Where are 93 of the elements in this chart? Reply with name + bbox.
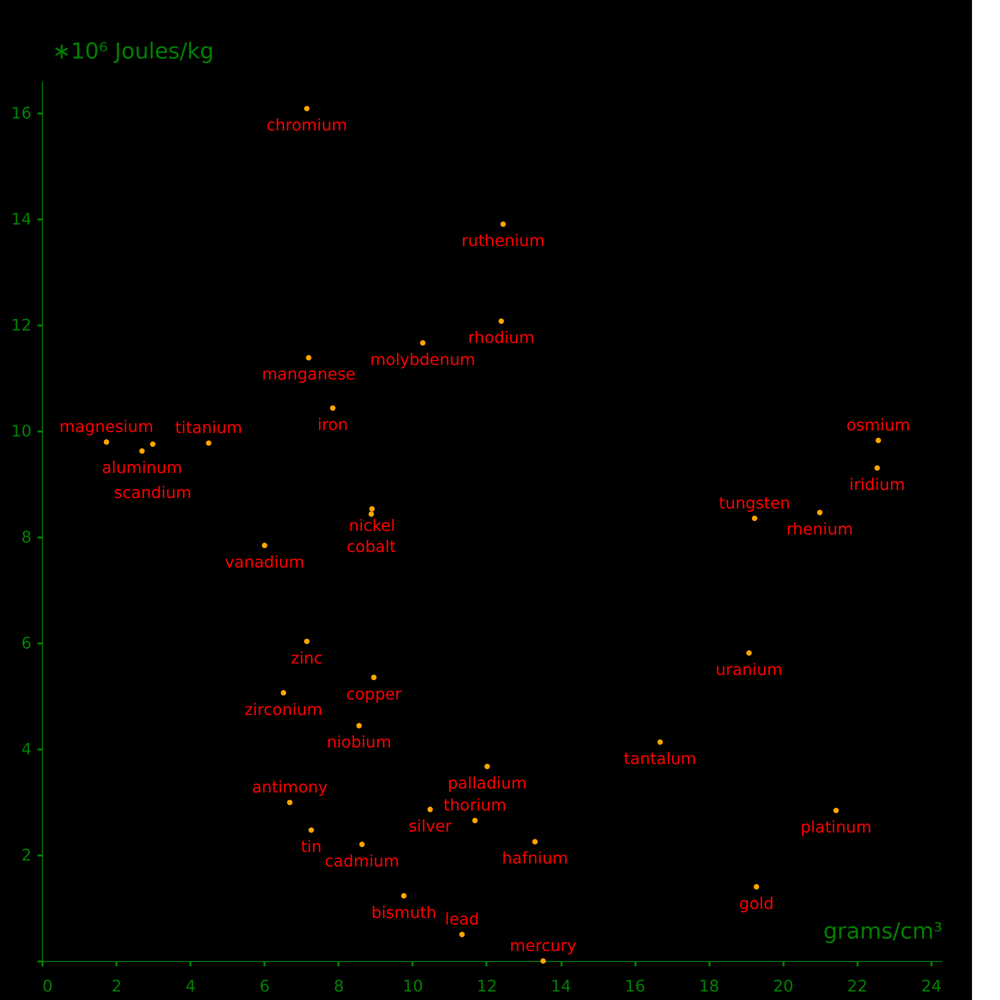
annotation: vanadium <box>224 552 304 572</box>
x-tick-label: 18 <box>698 976 720 996</box>
annotation: molybdenum <box>370 350 476 369</box>
point <box>459 932 465 938</box>
point <box>532 838 538 844</box>
annotation: manganese <box>262 364 356 384</box>
point <box>330 405 336 411</box>
point <box>657 739 663 745</box>
x-tick-label: 6 <box>260 976 270 996</box>
point <box>262 542 268 548</box>
y-tick-label: 14 <box>11 209 32 228</box>
point <box>150 441 156 447</box>
annotation: rhodium <box>468 328 535 348</box>
annotation: niobium <box>326 732 392 752</box>
point <box>139 448 145 454</box>
point <box>280 690 286 696</box>
x-tick-label: 0 <box>42 976 53 996</box>
y-tick-label: 2 <box>21 845 32 864</box>
annotation: scandium <box>114 483 192 502</box>
annotation: thorium <box>443 796 506 815</box>
point <box>498 318 504 324</box>
annotation: magnesium <box>59 417 154 436</box>
x-tick-label: 12 <box>476 976 498 996</box>
annotation: bismuth <box>371 902 436 922</box>
annotation: tantalum <box>624 749 696 768</box>
point <box>304 638 310 644</box>
annotation: tin <box>300 837 322 856</box>
y-axis-title: ∗10⁶ Joules/kg <box>52 40 214 64</box>
point <box>304 106 310 112</box>
point <box>746 650 752 656</box>
x-axis-title: grams/cm³ <box>823 920 942 944</box>
annotation: osmium <box>846 415 910 434</box>
annotation: chromium <box>266 116 348 135</box>
x-tick-label: 24 <box>921 976 942 996</box>
point <box>833 808 839 814</box>
point <box>472 818 478 824</box>
annotation: mercury <box>510 936 576 955</box>
point <box>308 827 314 833</box>
point <box>368 511 374 517</box>
annotation: cobalt <box>346 537 396 556</box>
x-tick-label: 8 <box>334 976 344 996</box>
y-tick-label: 12 <box>11 315 32 334</box>
annotation: palladium <box>448 773 527 792</box>
y-tick-label: 10 <box>11 421 32 440</box>
point <box>287 800 293 806</box>
y-tick-label: 6 <box>21 633 32 652</box>
point <box>427 806 433 812</box>
point <box>817 510 823 516</box>
point <box>206 440 212 446</box>
point <box>876 438 882 444</box>
annotation: hafnium <box>502 848 568 868</box>
annotation: titanium <box>175 418 242 438</box>
annotation: gold <box>739 894 774 913</box>
x-tick-label: 22 <box>847 976 868 996</box>
annotation: platinum <box>800 817 872 836</box>
point <box>754 884 760 890</box>
annotation: antimony <box>252 777 328 796</box>
point <box>500 221 506 227</box>
annotation: copper <box>346 684 402 704</box>
annotation: nickel <box>348 516 396 535</box>
annotation: iridium <box>849 474 906 494</box>
x-tick-label: 20 <box>773 976 794 996</box>
point <box>356 722 362 728</box>
annotation: uranium <box>716 660 782 679</box>
point <box>306 354 312 360</box>
point <box>359 842 365 848</box>
y-tick-label: 16 <box>11 103 32 122</box>
x-tick-label: 4 <box>186 976 196 996</box>
point <box>401 893 407 899</box>
annotation: zirconium <box>244 700 322 719</box>
y-tick-label: 8 <box>21 527 32 546</box>
point <box>371 674 377 680</box>
annotation: ruthenium <box>461 231 545 250</box>
annotation: iron <box>317 415 348 434</box>
x-tick-label: 16 <box>624 976 646 996</box>
point <box>540 958 546 964</box>
point <box>104 439 110 445</box>
annotation: aluminum <box>102 458 182 478</box>
point <box>369 506 375 512</box>
point <box>420 340 426 346</box>
annotation: rhenium <box>786 520 854 539</box>
point <box>484 764 490 770</box>
annotation: lead <box>444 909 480 928</box>
annotation: silver <box>408 816 452 836</box>
point <box>752 516 758 522</box>
x-tick-label: 14 <box>550 976 572 996</box>
annotation: tungsten <box>718 493 790 512</box>
x-tick-label: 10 <box>402 976 424 996</box>
annotation: zinc <box>290 648 323 668</box>
point <box>874 465 880 471</box>
x-tick-label: 2 <box>111 976 122 996</box>
annotation: cadmium <box>324 851 400 870</box>
y-tick-label: 4 <box>21 739 32 758</box>
